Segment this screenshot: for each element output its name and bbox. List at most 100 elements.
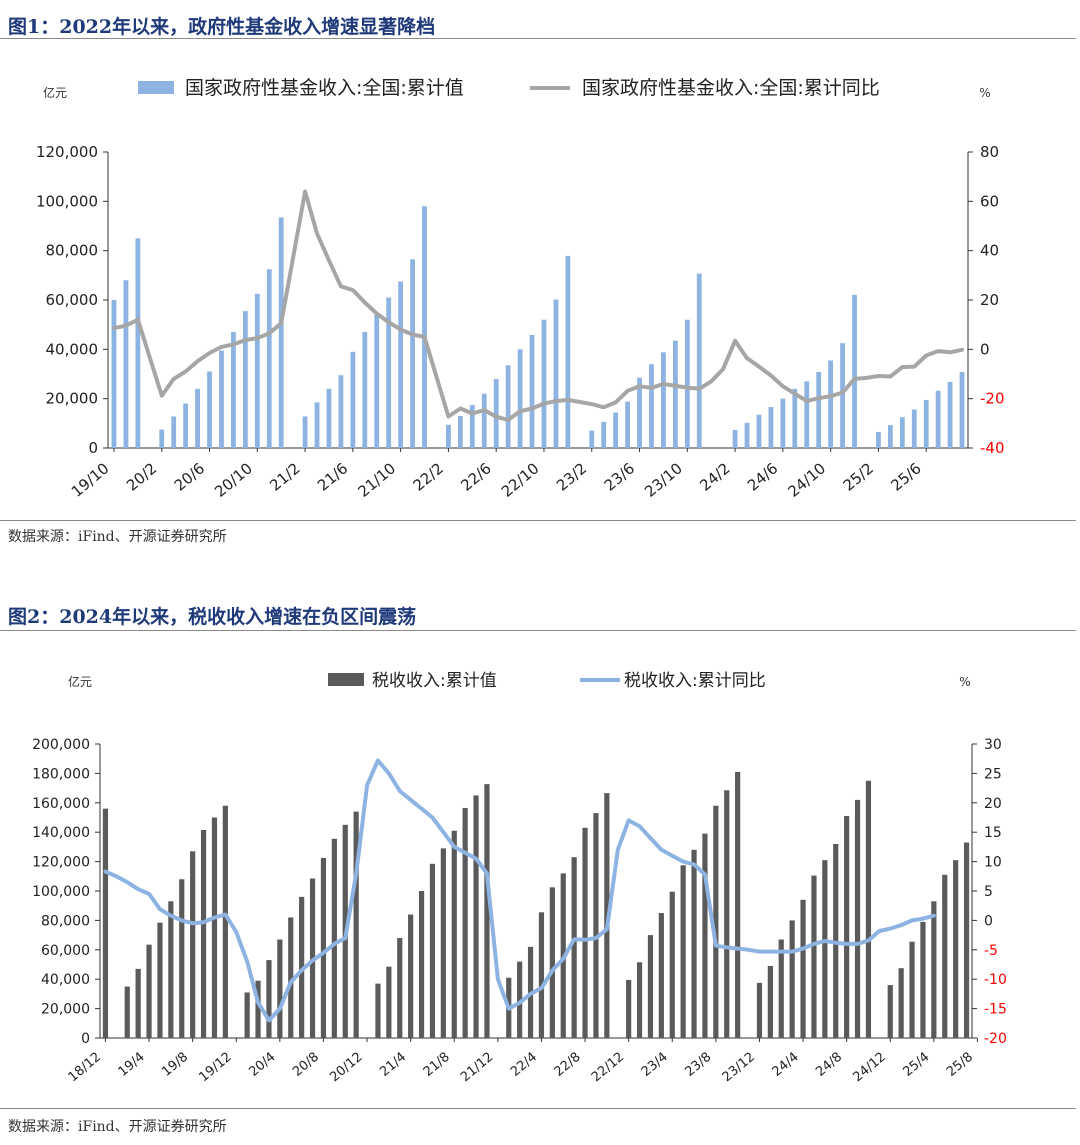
data-bar <box>637 377 642 448</box>
data-bar <box>804 381 810 448</box>
right-tick-label: 20 <box>980 291 999 309</box>
data-bar <box>732 429 738 448</box>
data-bar <box>481 393 487 448</box>
data-bar <box>909 941 915 1038</box>
data-bar <box>457 415 463 448</box>
data-bar <box>582 827 588 1038</box>
x-tick-label: 24/2 <box>696 459 733 494</box>
data-bar <box>852 294 857 448</box>
data-bar <box>408 914 414 1038</box>
x-tick-label: 20/12 <box>327 1050 365 1086</box>
data-bar <box>911 409 917 448</box>
left-tick-label: 80,000 <box>46 242 99 260</box>
x-tick-label: 23/12 <box>720 1050 758 1086</box>
x-tick-label: 22/8 <box>552 1050 584 1080</box>
x-tick-label: 24/12 <box>850 1050 888 1086</box>
data-bar <box>899 417 905 448</box>
data-bar <box>386 966 392 1038</box>
right-tick-label: 20 <box>984 796 1002 812</box>
data-bar <box>484 784 490 1038</box>
data-bar <box>947 381 953 448</box>
data-bar <box>505 365 511 448</box>
data-bar <box>231 332 236 448</box>
data-bar <box>451 830 457 1038</box>
left-tick-label: 100,000 <box>36 192 98 210</box>
data-bar <box>278 217 284 448</box>
x-tick-label: 25/6 <box>887 459 924 494</box>
data-bar <box>589 430 595 448</box>
data-bar <box>200 829 207 1038</box>
left-tick-label: 60,000 <box>41 943 90 959</box>
right-tick-label: 80 <box>980 143 999 161</box>
x-tick-label: 20/10 <box>211 459 256 501</box>
data-bar <box>744 422 750 448</box>
legend-bar-label: 国家政府性基金收入:全国:累计值 <box>185 77 464 99</box>
data-bar <box>517 961 523 1038</box>
data-bar <box>898 968 904 1038</box>
right-tick-label: -20 <box>984 1031 1007 1047</box>
data-bar <box>473 795 479 1038</box>
data-bar <box>135 238 141 448</box>
data-bar <box>462 807 468 1038</box>
data-bar <box>446 424 451 448</box>
data-bar <box>680 865 686 1038</box>
legend-line-label: 税收收入:累计同比 <box>624 671 766 691</box>
data-bar <box>183 403 189 448</box>
data-bar <box>244 992 250 1038</box>
data-bar <box>593 813 599 1038</box>
x-tick-label: 25/4 <box>900 1050 932 1080</box>
data-bar <box>440 848 446 1038</box>
right-tick-label: 25 <box>984 766 1002 782</box>
data-bar <box>942 874 948 1038</box>
right-tick-label: 0 <box>984 913 993 929</box>
x-tick-label: 21/4 <box>377 1050 409 1080</box>
data-bar <box>338 375 344 448</box>
data-line <box>103 758 936 1023</box>
data-bar <box>625 401 630 448</box>
data-bar <box>840 343 845 448</box>
x-tick-label: 22/12 <box>589 1050 627 1086</box>
right-tick-label: -10 <box>984 972 1007 988</box>
left-tick-label: 120,000 <box>36 143 98 161</box>
data-bar <box>959 372 965 448</box>
data-bar <box>326 388 332 448</box>
data-bar <box>887 425 893 448</box>
right-tick-label: 30 <box>984 737 1002 753</box>
chart-1: 亿元 % 国家政府性基金收入:全国:累计值 国家政府性基金收入:全国:累计同比 0 20,… <box>36 77 1005 501</box>
data-bar <box>822 860 828 1038</box>
data-bar <box>920 921 926 1038</box>
data-bar <box>277 939 283 1038</box>
data-bar <box>135 968 141 1038</box>
x-tick-label: 25/2 <box>840 459 877 494</box>
data-bar <box>626 979 632 1038</box>
data-bar <box>397 938 403 1038</box>
footer-rule <box>0 1108 1076 1109</box>
data-bar <box>658 913 664 1038</box>
right-tick-label: -5 <box>984 943 998 959</box>
x-tick-label: 19/8 <box>159 1050 191 1080</box>
x-tick-label: 23/4 <box>639 1050 671 1080</box>
data-bar <box>684 319 690 448</box>
x-tick-label: 19/12 <box>196 1050 234 1086</box>
data-bar <box>529 335 535 448</box>
data-bar <box>222 805 228 1038</box>
x-tick-label: 21/6 <box>314 459 351 494</box>
x-tick-label: 21/10 <box>355 459 400 501</box>
data-bar <box>601 421 607 448</box>
legend-line-label: 国家政府性基金收入:全国:累计同比 <box>582 77 880 99</box>
right-tick-label: -15 <box>984 1002 1007 1018</box>
x-tick-label: 21/8 <box>421 1050 453 1080</box>
data-bar <box>242 311 248 448</box>
chart-2: 亿元 % 税收收入:累计值 税收收入:累计同比 0 20,000 40,000 60,000 8… <box>32 671 1007 1086</box>
x-tick-label: 19/10 <box>68 459 113 501</box>
data-bar <box>696 273 702 448</box>
data-bar <box>350 351 356 448</box>
x-tick-label: 21/2 <box>266 459 303 494</box>
data-bar <box>844 816 850 1038</box>
data-bar <box>157 922 163 1038</box>
data-bar <box>767 965 773 1038</box>
data-bar <box>778 939 784 1038</box>
left-unit-label: 亿元 <box>68 674 92 689</box>
data-bar <box>876 431 881 448</box>
x-tick-label: 22/2 <box>410 459 447 494</box>
